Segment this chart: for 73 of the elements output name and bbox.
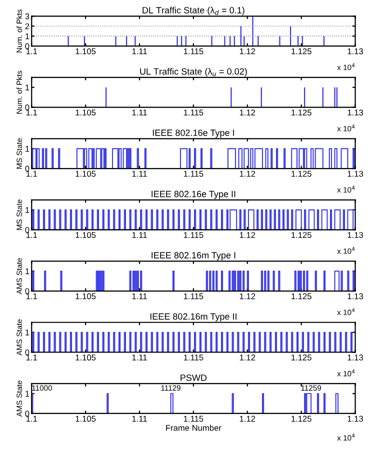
y-tick-label: 0 — [25, 410, 30, 417]
y-tick-label: 1 — [26, 84, 30, 90]
x-tick-label: 1.125 — [292, 48, 312, 54]
x-tick-label: 1.125 — [292, 232, 312, 238]
x-tick-label: 1.12 — [240, 48, 256, 54]
x-tick-label: 1.12 — [240, 293, 256, 300]
x-tick-label: 1.105 — [76, 416, 96, 422]
x-tick-label: 1.11 — [132, 416, 147, 422]
x-tick-label: 1.115 — [184, 110, 204, 116]
y-tick-label: 0 — [25, 288, 30, 294]
x-tick-label: 1.13 — [348, 416, 364, 422]
x-tick-label: 1.1 — [26, 48, 38, 54]
chart-title: IEEE 802.16e Type II — [152, 190, 236, 199]
x-tick-label: 1.125 — [292, 110, 312, 116]
x-tick-label: 1.115 — [184, 48, 204, 54]
y-tick-label: 1 — [26, 268, 30, 274]
x-tick-label: 1.12 — [240, 232, 256, 238]
x-tick-label: 1.115 — [184, 293, 204, 300]
y-tick-label: 1 — [26, 33, 30, 40]
x-tick-label: 1.115 — [184, 170, 204, 177]
x-tick-label: 1.13 — [348, 354, 364, 360]
y-tick-label: 1 — [26, 207, 30, 213]
x-tick-label: 1.125 — [292, 416, 312, 422]
x-tick-label: 1.13 — [348, 232, 364, 238]
x-tick-label: 1.11 — [132, 170, 147, 177]
chart-title: IEEE 802.16m Type II — [150, 313, 236, 322]
x-tick-label: 1.115 — [184, 232, 204, 238]
x-axis-title: Frame Number — [166, 424, 222, 431]
chart-title: DL Traffic State (λ$_{d}$ = 0.1) — [142, 6, 244, 16]
y-tick-label: 3 — [25, 13, 30, 20]
x-tick-label: 1.13 — [348, 110, 364, 116]
y-tick-label: 1 — [26, 390, 30, 397]
x-tick-label: 1.105 — [76, 110, 96, 116]
chart-title: IEEE 802.16m Type I — [152, 252, 236, 260]
x-tick-label: 1.125 — [292, 354, 312, 360]
x-tick-label: 1.1 — [26, 232, 38, 238]
x-tick-label: 1.13 — [348, 293, 364, 300]
x-tick-label: 1.125 — [292, 170, 312, 177]
x-tick-label: 1.12 — [240, 170, 256, 177]
y-tick-label: 0 — [25, 349, 30, 356]
x-tick-label: 1.125 — [292, 293, 312, 300]
x-tick-label: 1.11 — [132, 48, 147, 54]
x-tick-label: 1.105 — [76, 232, 96, 238]
x-tick-label: 1.1 — [26, 293, 38, 300]
x-tick-label: 1.13 — [348, 170, 364, 177]
y-tick-label: 1 — [26, 330, 30, 336]
y-tick-label: 0 — [25, 104, 30, 110]
y-tick-label: 0 — [25, 226, 30, 233]
x-tick-label: 1.11 — [132, 354, 147, 360]
y-tick-label: 1 — [26, 146, 30, 152]
x-tick-label: 1.1 — [26, 416, 38, 422]
x-tick-label: 1.115 — [184, 416, 204, 422]
x-tick-label: 1.11 — [132, 232, 147, 238]
x-tick-label: 1.105 — [76, 48, 96, 54]
x-tick-label: 1.11 — [132, 293, 147, 300]
y-tick-label: 2 — [25, 23, 30, 30]
x-tick-label: 1.105 — [76, 293, 96, 300]
x-tick-label: 1.105 — [76, 170, 96, 177]
x-tick-label: 1.1 — [26, 170, 38, 177]
x-tick-label: 1.1 — [26, 110, 38, 116]
x-tick-label: 1.12 — [240, 110, 256, 116]
x-tick-label: 1.105 — [76, 354, 96, 360]
x-tick-label: 1.1 — [26, 354, 38, 360]
x-tick-label: 1.12 — [240, 354, 256, 360]
y-tick-label: 0 — [25, 166, 30, 172]
x-tick-label: 1.11 — [132, 110, 147, 116]
x-tick-label: 1.12 — [240, 416, 256, 422]
x-tick-label: 1.13 — [348, 48, 364, 54]
chart-title: UL Traffic State (λ$_{u}$ = 0.02) — [140, 68, 247, 76]
chart-title: PSWD — [180, 374, 207, 381]
chart-title: IEEE 802.16e Type I — [152, 130, 234, 138]
y-tick-label: 0 — [25, 43, 30, 50]
x-tick-label: 1.115 — [184, 354, 204, 360]
